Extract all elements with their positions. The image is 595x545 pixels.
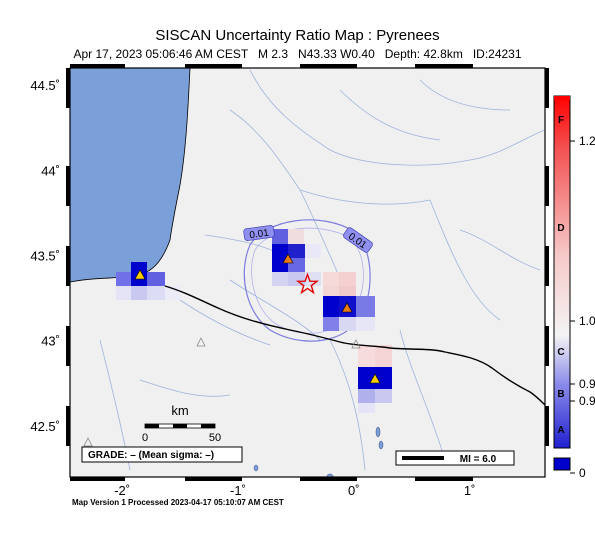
longitude-tick-label: -2˚ — [114, 483, 130, 498]
latitude-tick-label: 44.5˚ — [30, 78, 60, 93]
colorbar-letter: C — [557, 347, 564, 358]
svg-text:MI = 6.0: MI = 6.0 — [460, 454, 497, 465]
colorbar-letter: D — [557, 223, 564, 234]
latitude-tick-label: 43˚ — [41, 334, 60, 349]
map-frame — [66, 64, 549, 481]
latitude-tick-label: 44˚ — [41, 163, 60, 178]
latitude-tick-label: 43.5˚ — [30, 248, 60, 263]
colorbar-value: 0 — [579, 466, 586, 480]
border-line — [164, 285, 545, 406]
colorbar-letter: A — [557, 425, 564, 436]
svg-text:0.01: 0.01 — [249, 228, 270, 242]
station-triangle-icon — [341, 302, 353, 313]
event-info: Apr 17, 2023 05:06:46 AM CEST M 2.3 N43.… — [73, 47, 522, 61]
ratio-grid-station-3 — [323, 272, 375, 331]
mi-legend: MI = 6.0 — [395, 450, 515, 466]
longitude-axis: -2˚ -1˚ 0˚ 1˚ — [114, 483, 475, 498]
epicenter-star-icon — [295, 272, 320, 295]
svg-text:50: 50 — [209, 432, 221, 444]
longitude-tick-label: -1˚ — [230, 483, 246, 498]
station-inactive-icon — [83, 437, 93, 447]
svg-text:0: 0 — [142, 432, 148, 444]
scale-bar: km 0 50 — [142, 403, 221, 444]
station-inactive-icon — [196, 337, 206, 347]
longitude-tick-label: 0˚ — [348, 483, 360, 498]
svg-text:km: km — [171, 403, 188, 418]
colorbar-value: 0.9 — [579, 377, 595, 391]
station-triangle-icon — [282, 253, 294, 264]
stations — [83, 253, 381, 447]
colorbar-letter: B — [557, 389, 564, 400]
station-triangle-icon — [134, 269, 146, 280]
colorbar-value: 1.2 — [579, 134, 595, 148]
station-inactive-icon — [351, 339, 361, 349]
map-title: SISCAN Uncertainty Ratio Map : Pyrenees — [155, 27, 440, 44]
contour-label-left: 0.01 — [243, 225, 275, 242]
longitude-tick-label: 1˚ — [464, 483, 476, 498]
lakes — [253, 426, 384, 477]
svg-text:GRADE: – (Mean sigma: –): GRADE: – (Mean sigma: –) — [88, 450, 214, 461]
processing-footer: Map Version 1 Processed 2023-04-17 05:10… — [72, 498, 284, 507]
latitude-axis: 44.5˚ 44˚ 43.5˚ 43˚ 42.5˚ — [30, 78, 60, 434]
colorbar-value: 0.9 — [579, 394, 595, 408]
colorbar-letter: F — [558, 115, 564, 126]
station-triangle-icon — [369, 373, 381, 384]
colorbar-value: 1.0 — [579, 314, 595, 328]
ratio-grid-station-4 — [358, 345, 392, 413]
latitude-tick-label: 42.5˚ — [30, 419, 60, 434]
grade-box: GRADE: – (Mean sigma: –) — [81, 446, 243, 463]
ratio-grid-station-2 — [272, 229, 321, 286]
colorbar: F D C B A 1.2 1.0 0.9 0.9 0 — [553, 95, 595, 480]
map-area: 0.01 0.01 km 0 50 — [70, 68, 545, 477]
